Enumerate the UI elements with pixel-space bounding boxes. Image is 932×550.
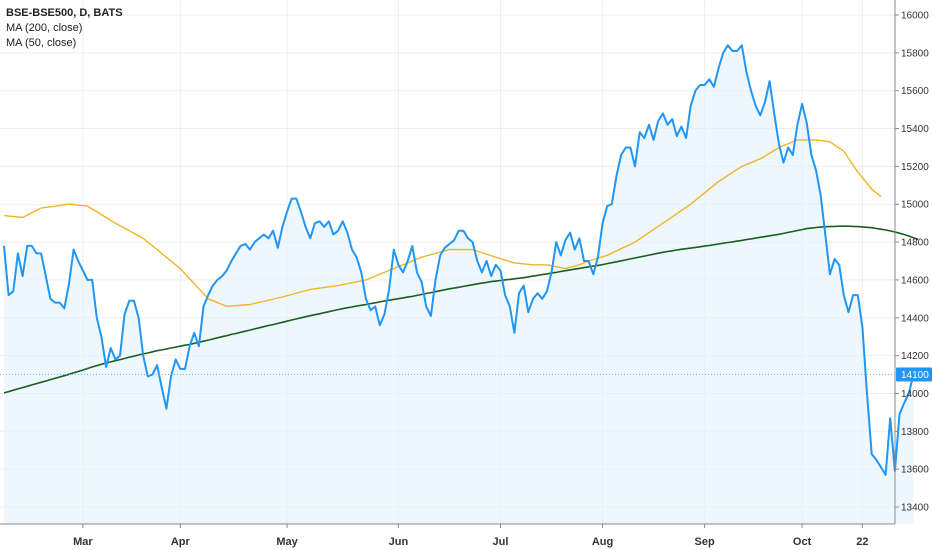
y-tick-label: 13800 xyxy=(901,427,929,438)
legend: BSE-BSE500, D, BATS MA (200, close) MA (… xyxy=(6,6,123,51)
y-tick-label: 15600 xyxy=(901,86,929,97)
price-axis[interactable]: 13400 13600 13800 14000 14200 14400 14600 14800… xyxy=(894,0,929,524)
x-tick-label: Apr xyxy=(171,536,191,548)
time-axis[interactable]: Mar Apr May Jun Jul Aug Sep Oct 22 xyxy=(0,523,895,548)
symbol-title[interactable]: BSE-BSE500, D, BATS xyxy=(6,7,123,19)
x-tick-label: May xyxy=(276,536,298,548)
x-tick-label: 22 xyxy=(856,536,868,548)
y-tick-label: 15400 xyxy=(901,124,929,135)
price-line xyxy=(3,44,915,476)
last-price-tag: 14100 xyxy=(896,367,932,382)
x-tick-label: Jun xyxy=(389,536,409,548)
y-tick-label: 15000 xyxy=(901,200,929,211)
ma50-legend-label[interactable]: MA (50, close) xyxy=(6,37,77,49)
x-tick-label: Sep xyxy=(695,536,715,548)
y-tick-label: 15200 xyxy=(901,162,929,173)
ma200-line xyxy=(3,225,919,394)
price-area-fill xyxy=(4,45,914,525)
ma50-line xyxy=(3,139,882,308)
x-tick-label: Aug xyxy=(592,536,613,548)
last-price-tag-label: 14100 xyxy=(901,370,929,381)
y-tick-label: 15800 xyxy=(901,48,929,59)
x-tick-label: Oct xyxy=(793,536,812,548)
y-tick-label: 14200 xyxy=(901,351,929,362)
x-tick-label: Jul xyxy=(493,536,509,548)
ma200-legend-label[interactable]: MA (200, close) xyxy=(6,22,83,34)
y-tick-label: 16000 xyxy=(901,11,929,22)
y-tick-label: 14000 xyxy=(901,389,929,400)
y-tick-label: 14800 xyxy=(901,238,929,249)
x-tick-label: Mar xyxy=(73,536,93,548)
y-tick-label: 14600 xyxy=(901,275,929,286)
y-tick-label: 13600 xyxy=(901,465,929,476)
y-tick-label: 14400 xyxy=(901,313,929,324)
y-tick-label: 13400 xyxy=(901,503,929,514)
last-price-tag-background xyxy=(896,367,932,382)
